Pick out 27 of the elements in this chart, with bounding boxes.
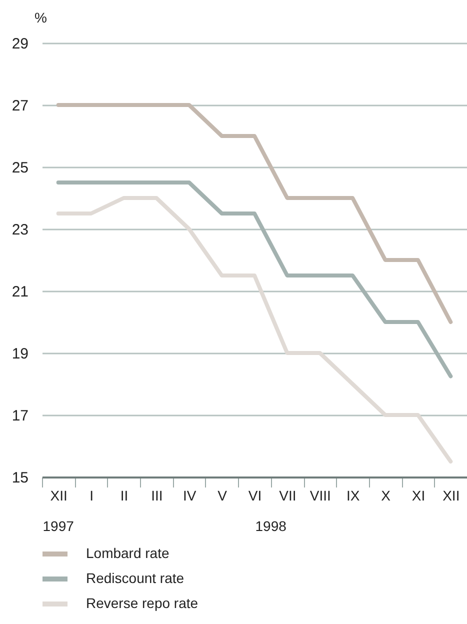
y-tick-label: 19 [12,346,28,362]
x-tick-label: VIII [310,488,331,504]
x-tick-label: X [381,488,392,504]
x-tick-label: III [151,488,163,504]
y-tick-label: 21 [12,284,28,300]
y-tick-label: 23 [12,222,28,238]
y-tick-label: 25 [12,160,28,176]
y-tick-label: 27 [12,98,28,114]
y-axis-title: % [34,10,47,26]
legend-label: Reverse repo rate [86,595,198,611]
y-tick-label: 17 [12,408,28,424]
x-tick-label: VII [279,488,296,504]
x-tick-label: I [90,488,94,504]
x-tick-label: XII [442,488,460,504]
x-tick-label: XII [50,488,68,504]
x-tick-label: IX [346,488,360,504]
x-tick-label: V [218,488,228,504]
x-tick-label: XI [412,488,426,504]
text: 1998 [255,518,287,534]
y-tick-label: 29 [12,36,28,52]
x-tick-label: II [120,488,128,504]
y-tick-label: 15 [12,470,28,486]
x-tick-label: VI [248,488,262,504]
legend-label: Rediscount rate [86,570,184,586]
text: 1997 [42,518,74,534]
x-tick-label: IV [183,488,197,504]
legend-label: Lombard rate [86,545,170,561]
